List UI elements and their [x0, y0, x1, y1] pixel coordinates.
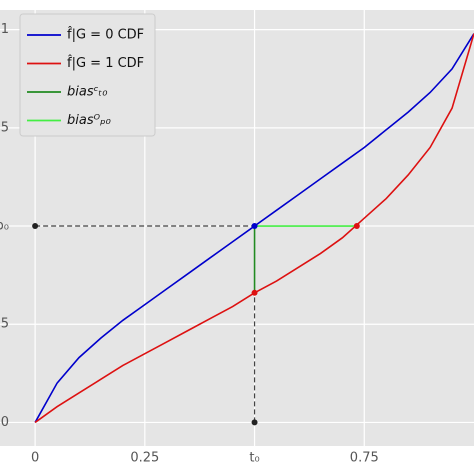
y-tick-label: p₀: [0, 219, 9, 234]
legend: f̂|G = 0 CDF f̂|G = 1 CDF biasᶜₜ₀ biasᴼₚ₀: [19, 13, 156, 137]
legend-label: f̂|G = 0 CDF: [67, 27, 144, 42]
marks: [32, 33, 474, 426]
x-tick-label: t₀: [249, 451, 259, 466]
y-tick-label: 0.75: [0, 120, 9, 135]
x-tick-label: 0.75: [350, 451, 379, 466]
point: [251, 223, 258, 230]
y-tick-label: 0: [1, 415, 9, 430]
point: [251, 289, 258, 296]
legend-label: biasᶜₜ₀: [67, 85, 108, 100]
x-tick-label: 0.25: [130, 451, 159, 466]
point: [353, 223, 360, 230]
legend-label: biasᴼₚ₀: [67, 113, 112, 128]
point: [32, 223, 39, 230]
point: [251, 419, 258, 426]
legend-box: [19, 13, 156, 137]
legend-label: f̂|G = 1 CDF: [67, 56, 144, 71]
y-tick-label: 0.25: [0, 317, 9, 332]
x-tick-label: 0: [31, 451, 39, 466]
y-tick-label: 1: [1, 22, 9, 37]
